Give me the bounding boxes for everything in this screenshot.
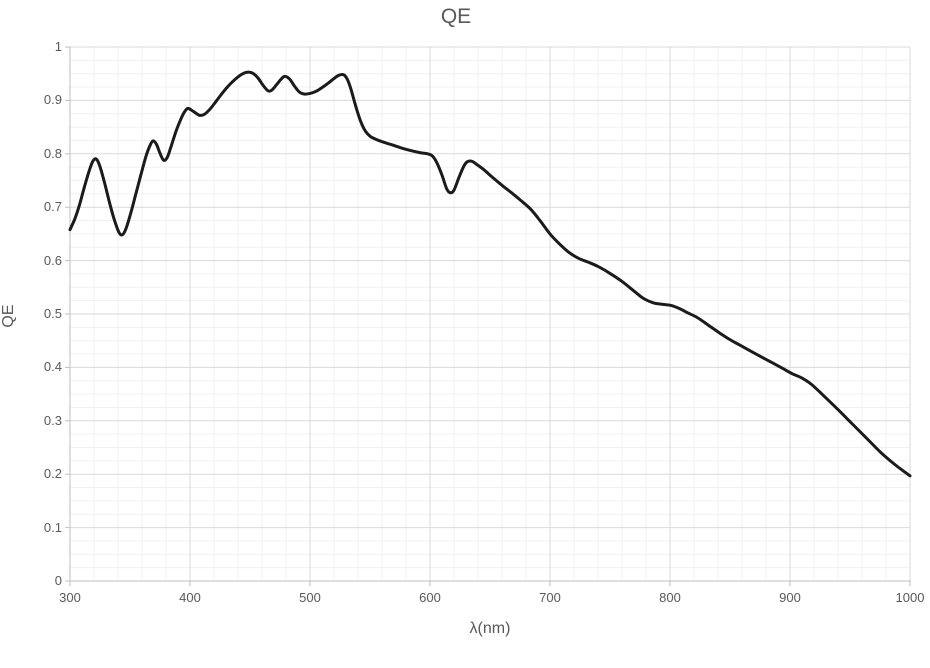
y-tick-label: 0.3 xyxy=(43,412,62,428)
y-tick-label: 1 xyxy=(54,39,62,54)
x-tick-label: 400 xyxy=(179,590,201,605)
x-tick-label: 900 xyxy=(779,590,801,605)
y-tick-label: 0.7 xyxy=(43,199,62,215)
x-tick-label: 700 xyxy=(539,590,561,605)
y-tick-label: 0.9 xyxy=(43,92,62,108)
y-tick-label: 0.1 xyxy=(43,519,62,535)
x-tick-label: 500 xyxy=(299,590,321,605)
y-tick-label: 0.2 xyxy=(43,466,62,482)
chart-title: QE xyxy=(440,5,472,28)
x-axis-title: λ(nm) xyxy=(469,620,511,637)
y-tick-label: 0.6 xyxy=(43,252,62,268)
x-tick-label: 300 xyxy=(59,590,81,605)
y-tick-label: 0.4 xyxy=(43,359,62,375)
y-tick-label: 0.5 xyxy=(43,306,62,321)
x-tick-label: 800 xyxy=(659,590,681,605)
y-tick-label: 0.8 xyxy=(43,145,62,161)
x-tick-label: 1000 xyxy=(895,590,925,605)
qe-curve xyxy=(68,70,912,478)
y-tick-label: 0 xyxy=(54,573,62,588)
x-tick-label: 600 xyxy=(419,590,441,605)
